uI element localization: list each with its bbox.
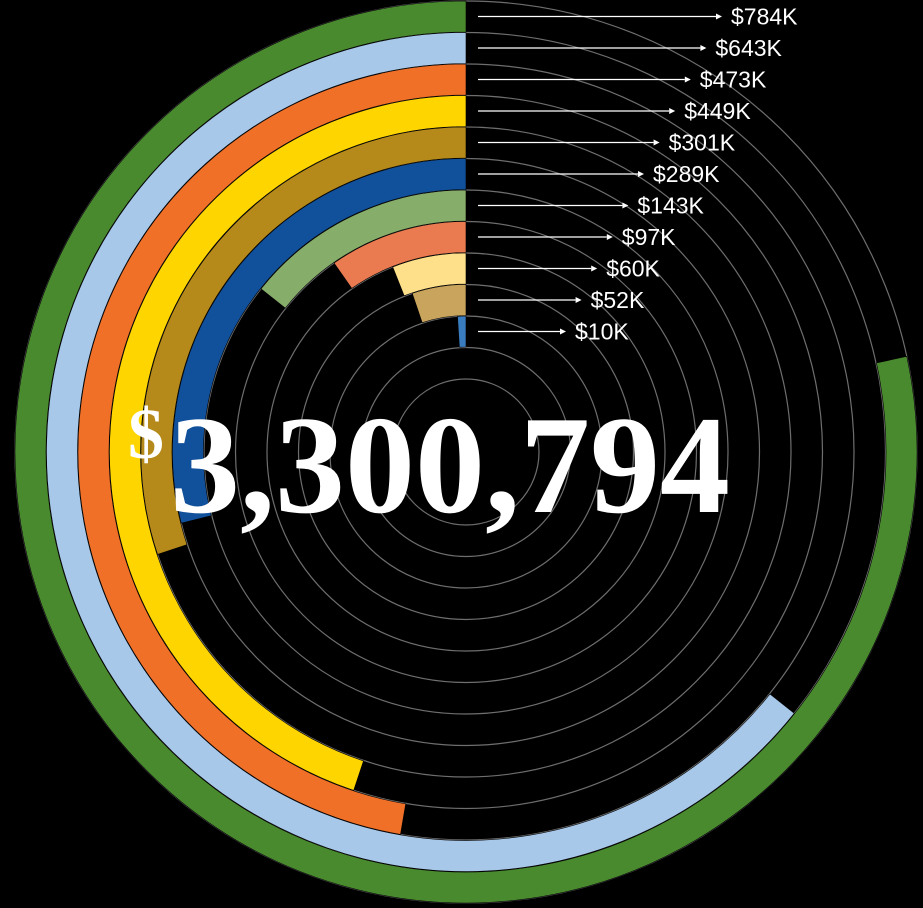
- radial-bar: [392, 252, 467, 297]
- leader-arrow: [575, 297, 582, 303]
- value-label: $449K: [684, 98, 751, 124]
- value-label: $643K: [715, 35, 782, 61]
- value-labels: $784K $643K $473K $449K $301K $289K $143K $97K $…: [478, 4, 798, 345]
- value-label: $473K: [700, 67, 767, 93]
- value-label: $143K: [637, 193, 704, 219]
- radial-bar: [14, 0, 918, 904]
- value-label: $301K: [669, 130, 736, 156]
- leader-arrow: [591, 265, 598, 272]
- radial-bar: [333, 221, 467, 289]
- grid-ring: [360, 346, 572, 558]
- value-label: $784K: [731, 4, 798, 30]
- value-label: $52K: [591, 287, 645, 313]
- radial-bar: [77, 63, 467, 835]
- leader-arrow: [684, 76, 691, 83]
- value-label: $60K: [606, 256, 660, 282]
- leader-arrow: [606, 234, 613, 240]
- total-value: 3,300,794: [170, 388, 730, 543]
- radial-bar: [411, 284, 467, 324]
- leader-arrow: [669, 108, 676, 114]
- leader-arrow: [653, 139, 660, 146]
- radial-bar: [109, 95, 467, 791]
- radial-bar: [172, 158, 467, 524]
- value-label: $97K: [622, 224, 676, 250]
- total-amount: $ 3,300,794: [128, 388, 730, 543]
- leader-arrow: [560, 328, 566, 335]
- leader-arrow: [638, 171, 644, 177]
- radial-bar: [46, 32, 795, 872]
- grid-ring: [392, 378, 540, 526]
- leader-arrow: [622, 202, 629, 209]
- leader-arrow: [716, 13, 722, 20]
- value-label: $10K: [575, 319, 629, 345]
- radial-bar: [140, 126, 467, 555]
- total-currency-symbol: $: [128, 394, 164, 474]
- value-label: $289K: [653, 161, 720, 187]
- leader-arrow: [700, 45, 707, 51]
- radial-bars: [14, 0, 918, 904]
- radial-bar: [260, 189, 467, 309]
- radial-bar: [457, 315, 467, 348]
